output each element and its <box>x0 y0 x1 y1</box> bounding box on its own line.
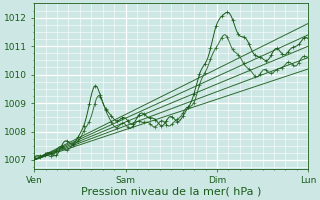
X-axis label: Pression niveau de la mer( hPa ): Pression niveau de la mer( hPa ) <box>81 187 261 197</box>
